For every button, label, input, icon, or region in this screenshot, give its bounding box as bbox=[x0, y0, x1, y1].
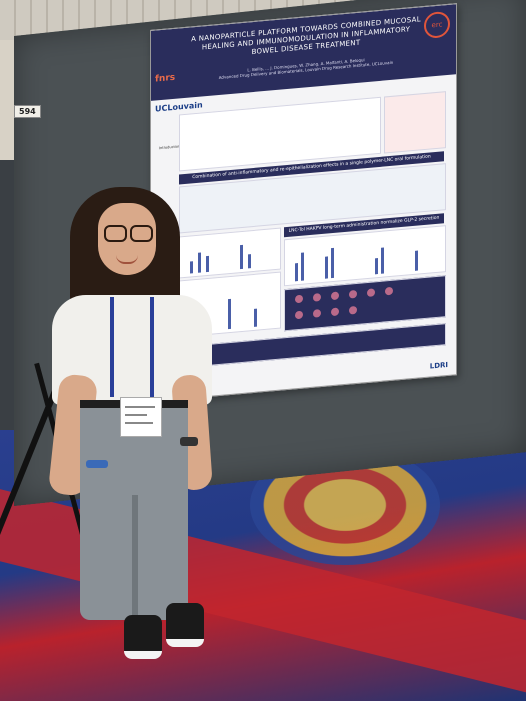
name-badge bbox=[120, 397, 162, 437]
bar bbox=[295, 263, 298, 282]
histology-image bbox=[349, 305, 357, 315]
histology-image bbox=[331, 307, 339, 317]
bar bbox=[375, 258, 378, 275]
jeans-leg-gap bbox=[132, 495, 138, 620]
glasses-icon bbox=[104, 225, 153, 242]
histology-image bbox=[313, 309, 321, 318]
histology-image bbox=[313, 293, 321, 302]
histology-image bbox=[385, 286, 393, 296]
bar bbox=[248, 254, 251, 269]
bar bbox=[254, 308, 257, 327]
presenter bbox=[40, 175, 220, 695]
sneaker-sole bbox=[124, 651, 162, 659]
lanyard bbox=[110, 297, 154, 397]
board-number-tag: 594 bbox=[14, 105, 41, 118]
histology-image bbox=[295, 294, 303, 304]
ldri-logo: LDRI bbox=[429, 360, 448, 371]
bar bbox=[331, 247, 334, 279]
bar bbox=[228, 298, 231, 330]
histology-image bbox=[295, 310, 303, 320]
badge-text-line bbox=[125, 406, 155, 408]
bar bbox=[301, 252, 304, 281]
bar bbox=[240, 244, 243, 270]
sneaker-sole bbox=[166, 639, 204, 647]
right-sneaker bbox=[166, 603, 204, 647]
side-label-introduction: Introduction bbox=[159, 144, 181, 151]
crohns-illustration bbox=[384, 91, 446, 154]
wristband bbox=[86, 460, 108, 468]
badge-text-line bbox=[125, 414, 147, 416]
erc-logo: erc bbox=[424, 10, 450, 40]
histology-image bbox=[331, 291, 339, 301]
badge-text-line bbox=[125, 422, 153, 424]
left-sneaker bbox=[124, 615, 162, 659]
wrist-watch bbox=[180, 437, 198, 446]
bar bbox=[381, 247, 384, 274]
glasses-lens-right bbox=[130, 225, 153, 242]
histology-image bbox=[367, 288, 375, 298]
uclouvain-logo: UCLouvain bbox=[155, 100, 203, 114]
histology-image bbox=[349, 289, 357, 299]
smile bbox=[116, 255, 138, 264]
bar bbox=[325, 256, 328, 279]
glasses-lens-left bbox=[104, 225, 127, 242]
fnrs-logo: fnrs bbox=[155, 72, 176, 85]
bar bbox=[415, 250, 418, 271]
